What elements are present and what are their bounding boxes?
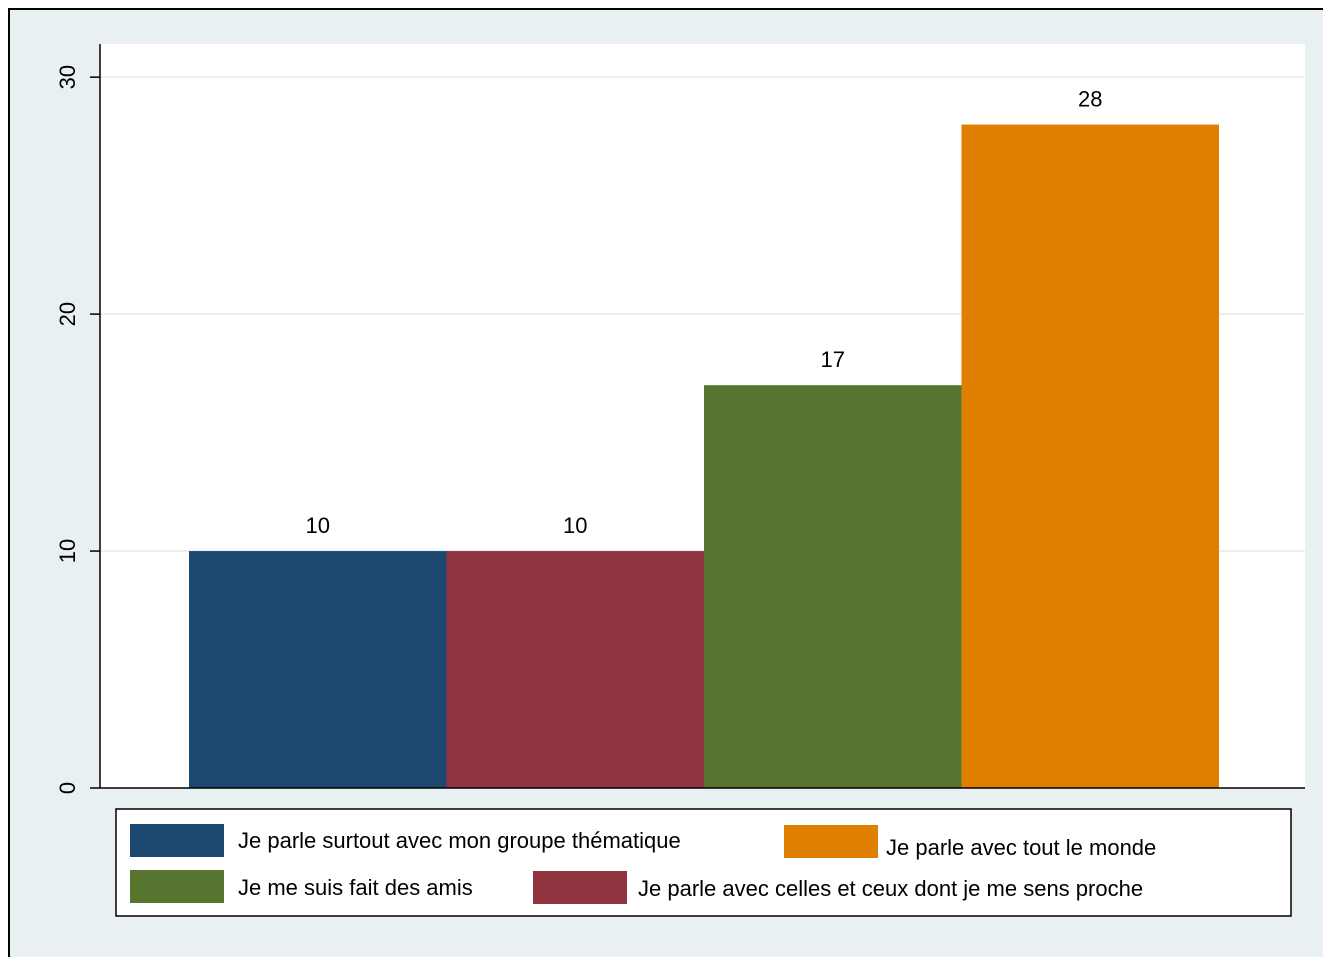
- legend: Je parle surtout avec mon groupe thémati…: [130, 824, 1156, 904]
- bar-value-label-4: 28: [1078, 87, 1102, 112]
- legend-label-4: Je parle avec tout le monde: [886, 835, 1156, 860]
- legend-label-1: Je parle surtout avec mon groupe thémati…: [238, 828, 681, 853]
- bar-3: [704, 385, 962, 788]
- bar-value-label-3: 17: [821, 347, 845, 372]
- y-tick-label-30: 30: [55, 65, 80, 89]
- y-tick-label-10: 10: [55, 539, 80, 563]
- legend-swatch-4: [784, 825, 878, 858]
- legend-label-3: Je me suis fait des amis: [238, 875, 473, 900]
- legend-swatch-3: [130, 870, 224, 903]
- bar-4: [961, 124, 1219, 789]
- legend-swatch-2: [533, 871, 627, 904]
- y-tick-label-0: 0: [55, 782, 80, 794]
- bar-value-label-2: 10: [563, 513, 587, 538]
- bar-1: [189, 551, 447, 788]
- y-tick-label-20: 20: [55, 302, 80, 326]
- bars: [189, 124, 1219, 789]
- data-labels: 10 10 17 28: [306, 87, 1103, 538]
- y-axis-ticks: 0 10 20 30: [55, 65, 100, 794]
- legend-swatch-1: [130, 824, 224, 857]
- bar-value-label-1: 10: [306, 513, 330, 538]
- bar-2: [446, 551, 704, 788]
- legend-box: [115, 808, 1292, 917]
- legend-label-2: Je parle avec celles et ceux dont je me …: [638, 876, 1143, 901]
